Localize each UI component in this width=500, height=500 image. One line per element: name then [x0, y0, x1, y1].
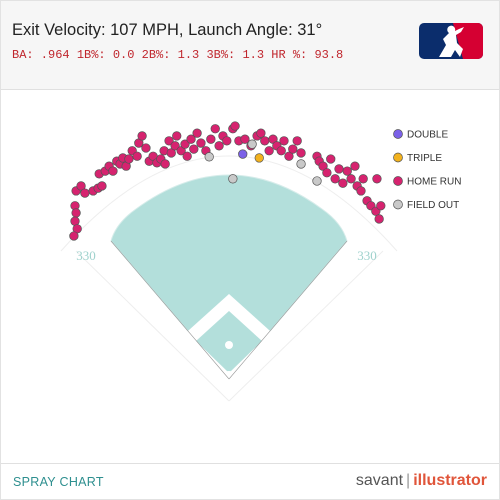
brand-name: savant: [355, 472, 404, 489]
point: [342, 166, 352, 176]
point: [164, 136, 174, 146]
point: [172, 131, 182, 141]
point: [376, 201, 386, 211]
point: [284, 151, 294, 161]
stat: 3B%: 1.3: [206, 48, 265, 62]
point: [137, 131, 147, 141]
footer-label: SPRAY CHART: [13, 475, 104, 489]
point: [346, 174, 356, 184]
point: [132, 151, 142, 161]
point: [254, 153, 264, 163]
point: [288, 144, 298, 154]
point: [238, 149, 248, 159]
point: [256, 128, 266, 138]
point: [124, 154, 134, 164]
point: [214, 141, 224, 151]
point: [247, 139, 257, 149]
point: [210, 124, 220, 134]
point: [350, 161, 360, 171]
legend-marker: [393, 129, 403, 139]
point: [338, 178, 348, 188]
stat: BA: .964: [12, 48, 70, 62]
point: [182, 151, 192, 161]
point: [279, 136, 289, 146]
point: [296, 159, 306, 169]
legend-label: TRIPLE: [407, 153, 442, 164]
point: [260, 136, 270, 146]
point: [322, 168, 332, 178]
point: [70, 216, 80, 226]
point: [356, 186, 366, 196]
point: [160, 159, 170, 169]
point: [189, 144, 199, 154]
point: [330, 174, 340, 184]
legend-label: HOME RUN: [407, 177, 461, 188]
distance-label: 330: [357, 248, 377, 263]
point: [230, 121, 240, 131]
point: [292, 136, 302, 146]
point: [76, 181, 86, 191]
point: [204, 152, 214, 162]
point: [206, 134, 216, 144]
distance-label: 330: [76, 248, 96, 263]
stats: BA: .964 1B%: 0.0 2B%: 1.3 3B%: 1.3 HR %…: [12, 48, 343, 62]
logo: [419, 23, 483, 59]
point: [276, 146, 286, 156]
point: [334, 164, 344, 174]
header: Exit Velocity: 107 MPH, Launch Angle: 31…: [1, 1, 499, 90]
point: [192, 128, 202, 138]
legend-marker: [393, 176, 403, 186]
stat: 2B%: 1.3: [141, 48, 200, 62]
legend-label: DOUBLE: [407, 130, 448, 141]
point: [264, 146, 274, 156]
legend-marker: [393, 199, 403, 210]
point: [170, 141, 180, 151]
point: [80, 188, 90, 198]
point: [312, 176, 322, 186]
point: [222, 136, 232, 146]
stat: HR %: 93.8: [271, 48, 344, 62]
legend-label: FIELD OUT: [407, 200, 459, 211]
point: [97, 181, 107, 191]
point: [228, 174, 238, 184]
point: [69, 231, 79, 241]
footer: SPRAY CHART savant | illustrator: [1, 463, 499, 500]
point: [240, 134, 250, 144]
point: [296, 148, 306, 158]
chart: 330 330 DOUBLE TRIPLE HOME RUN FIELD OUT: [60, 121, 461, 402]
point: [141, 143, 151, 153]
stat: 1B%: 0.0: [76, 48, 135, 62]
point: [186, 134, 196, 144]
point: [180, 139, 190, 149]
point: [108, 166, 118, 176]
title: Exit Velocity: 107 MPH, Launch Angle: 31…: [12, 21, 323, 39]
legend-marker: [393, 152, 403, 163]
point: [358, 174, 368, 184]
point: [166, 148, 176, 158]
point: [326, 154, 336, 164]
point: [196, 138, 206, 148]
point: [374, 214, 384, 224]
brand: savant | illustrator: [355, 472, 487, 489]
point: [71, 208, 81, 218]
point: [372, 174, 382, 184]
product-name: illustrator: [413, 472, 487, 489]
